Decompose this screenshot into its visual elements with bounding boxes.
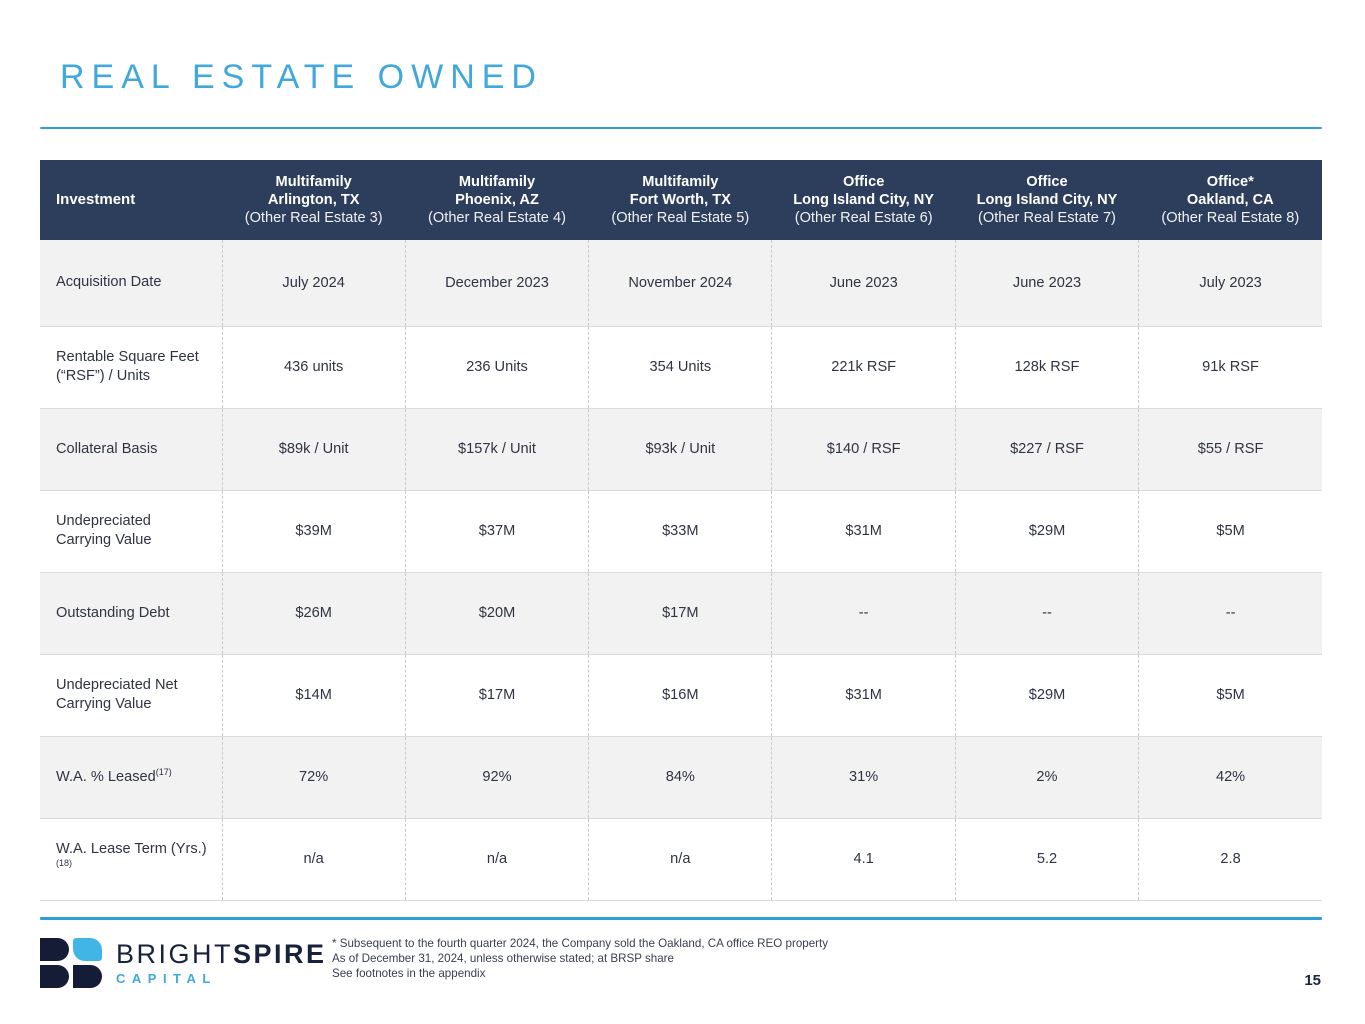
table-cell: 31% (771, 736, 956, 818)
table-row: W.A. Lease Term (Yrs.)(18) n/a n/a n/a 4.1 5.… (40, 818, 1322, 900)
table-cell: $55 / RSF (1138, 408, 1322, 490)
table-head-row: Investment Multifamily Arlington, TX (Other… (40, 160, 1322, 240)
table-cell: $20M (404, 572, 589, 654)
title-divider (40, 127, 1322, 129)
logo-text: BRIGHTSPIRE CAPITAL (116, 940, 327, 986)
table-cell: $89k / Unit (221, 408, 406, 490)
row-label: Undepreciated Carrying Value (56, 513, 152, 548)
table-cell: -- (954, 572, 1139, 654)
column-header: Office Long Island City, NY (Other Real Es… (955, 160, 1139, 240)
table-cell: $16M (588, 654, 772, 736)
table-cell: $29M (954, 654, 1139, 736)
footnotes: * Subsequent to the fourth quarter 2024,… (332, 937, 828, 981)
row-label: W.A. Lease Term (Yrs.)(18) (56, 841, 207, 869)
table-cell: 5.2 (954, 818, 1139, 900)
brand-subtitle: CAPITAL (116, 971, 217, 986)
table-cell: 92% (404, 736, 589, 818)
table-cell: 2.8 (1138, 818, 1322, 900)
table-cell: $17M (404, 654, 589, 736)
table-cell: 128k RSF (954, 326, 1139, 408)
column-header: Multifamily Fort Worth, TX (Other Real Est… (588, 160, 772, 240)
table-cell: -- (771, 572, 956, 654)
table-cell: 84% (588, 736, 772, 818)
row-label: Undepreciated Net Carrying Value (56, 677, 178, 712)
footnote-line: * Subsequent to the fourth quarter 2024,… (332, 937, 829, 950)
table-row: Acquisition Date July 2024 December 2023 No… (40, 240, 1322, 326)
table-cell: 4.1 (771, 818, 956, 900)
table-cell: 72% (221, 736, 406, 818)
table-cell: n/a (588, 818, 772, 900)
column-header: Multifamily Arlington, TX (Other Real Esta… (222, 160, 406, 240)
table-cell: June 2023 (954, 240, 1139, 326)
table-header: Investment Multifamily Arlington, TX (Other… (40, 160, 1322, 240)
page-number: 15 (1304, 972, 1321, 989)
table-cell: $31M (771, 490, 956, 572)
table-cell: July 2024 (221, 240, 406, 326)
table-cell: $14M (221, 654, 406, 736)
row-label: Outstanding Debt (56, 604, 170, 621)
table-row: Rentable Square Feet (“RSF”) / Units 436 … (40, 326, 1322, 408)
column-header: Multifamily Phoenix, AZ (Other Real Estate… (405, 160, 589, 240)
table-cell: 354 Units (588, 326, 772, 408)
table-cell: $37M (404, 490, 589, 572)
table-cell: $227 / RSF (954, 408, 1139, 490)
table-cell: $31M (771, 654, 956, 736)
table-cell: 42% (1138, 736, 1322, 818)
logo-shape-top-left (40, 938, 69, 961)
table-cell: July 2023 (1138, 240, 1322, 326)
row-label: Rentable Square Feet (“RSF”) / Units (56, 349, 199, 384)
table-cell: -- (1138, 572, 1322, 654)
table-row: Outstanding Debt $26M $20M $17M -- -- -- (40, 572, 1322, 654)
table-cell: $93k / Unit (588, 408, 772, 490)
footer: BRIGHTSPIRE CAPITAL * Subsequent to the … (40, 930, 1325, 1010)
footnote-marker: (18) (56, 858, 73, 869)
table-cell: $29M (954, 490, 1139, 572)
footer-divider (40, 917, 1322, 920)
row-label: Collateral Basis (56, 440, 158, 457)
column-header: Office* Oakland, CA (Other Real Estate 8) (1138, 160, 1322, 240)
table-body: Acquisition Date July 2024 December 2023 No… (40, 240, 1322, 900)
row-label: Acquisition Date (56, 274, 162, 291)
table-cell: n/a (404, 818, 589, 900)
logo-mark-icon (40, 938, 102, 988)
table-cell: 436 units (221, 326, 406, 408)
column-header: Office Long Island City, NY (Other Real Es… (771, 160, 956, 240)
table-cell: 221k RSF (771, 326, 956, 408)
table-cell: December 2023 (404, 240, 589, 326)
footnote-line: See footnotes in the appendix (332, 966, 486, 980)
table-cell: $140 / RSF (771, 408, 956, 490)
table-cell: $5M (1138, 654, 1322, 736)
table-cell: June 2023 (771, 240, 956, 326)
table-row: Undepreciated Carrying Value $39M $37M $33M… (40, 490, 1322, 572)
table-cell: $157k / Unit (404, 408, 589, 490)
reo-table: Investment Multifamily Arlington, TX (Other… (40, 160, 1322, 901)
table-cell: $33M (588, 490, 772, 572)
brightspire-logo: BRIGHTSPIRE CAPITAL (40, 938, 327, 988)
logo-shape-top-right (73, 938, 102, 961)
table-cell: n/a (221, 818, 406, 900)
footnote-line: As of December 31, 2024, unless otherwis… (332, 951, 674, 965)
table-cell: $5M (1138, 490, 1322, 572)
logo-shape-bottom-right (73, 965, 102, 988)
table-row: Collateral Basis $89k / Unit $157k / Unit $… (40, 408, 1322, 490)
table-cell: $39M (221, 490, 406, 572)
row-label: W.A. % Leased(17) (56, 766, 172, 785)
table-cell: 91k RSF (1138, 326, 1322, 408)
table-cell: November 2024 (588, 240, 772, 326)
brand-name: BRIGHTSPIRE (116, 939, 327, 969)
table-row: W.A. % Leased(17) 72% 92% 84% 31% 2% 42% (40, 736, 1322, 818)
table-cell: $26M (221, 572, 406, 654)
table-row: Undepreciated Net Carrying Value $14M $17M… (40, 654, 1322, 736)
table-cell: $17M (588, 572, 772, 654)
logo-shape-bottom-left (40, 965, 69, 988)
footnote-marker: (17) (155, 766, 172, 777)
table-cell: 236 Units (404, 326, 589, 408)
page-title: REAL ESTATE OWNED (60, 58, 543, 96)
column-header: Investment (40, 160, 222, 240)
table-cell: 2% (954, 736, 1139, 818)
